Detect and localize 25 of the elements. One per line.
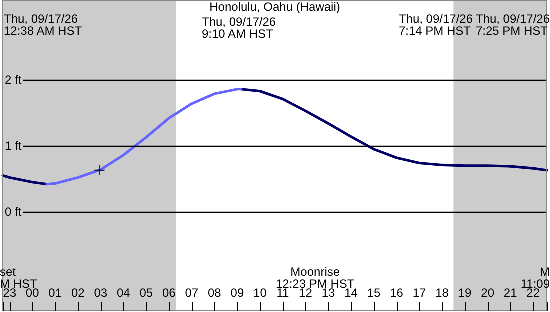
y-tick-label: 1 ft (5, 139, 22, 154)
x-tick-label: 10 (254, 286, 268, 300)
x-tick-label: 07 (185, 286, 199, 300)
x-tick-label: 09 (230, 286, 244, 300)
x-tick-label: 20 (481, 286, 495, 300)
x-tick-label: 16 (390, 286, 404, 300)
x-tick-label: 06 (162, 286, 176, 300)
x-tick-label: 05 (140, 286, 154, 300)
x-tick-label: 04 (116, 286, 131, 300)
annotation: Thu, 09/17/26 7:25 PM HST (476, 12, 550, 38)
annotation: Thu, 09/17/26 12:38 AM HST (4, 12, 83, 38)
y-tick-label: 0 ft (5, 205, 22, 220)
x-tick-label: 21 (504, 286, 518, 300)
x-tick-label: 19 (458, 286, 472, 300)
x-tick-label: 01 (48, 286, 62, 300)
annotation: Thu, 09/17/26 9:10 AM HST (202, 15, 276, 41)
x-tick-label: 18 (436, 286, 450, 300)
chart-title: Honolulu, Oahu (Hawaii) (210, 0, 340, 14)
x-tick-label: 17 (412, 286, 427, 300)
y-tick-label: 2 ft (5, 73, 22, 88)
x-tick-label: 15 (367, 286, 382, 300)
x-tick-label: 03 (94, 286, 108, 300)
x-tick-label: 08 (208, 286, 222, 300)
annotation: Thu, 09/17/26 7:14 PM HST (398, 12, 474, 38)
x-tick-label: 02 (71, 286, 86, 300)
